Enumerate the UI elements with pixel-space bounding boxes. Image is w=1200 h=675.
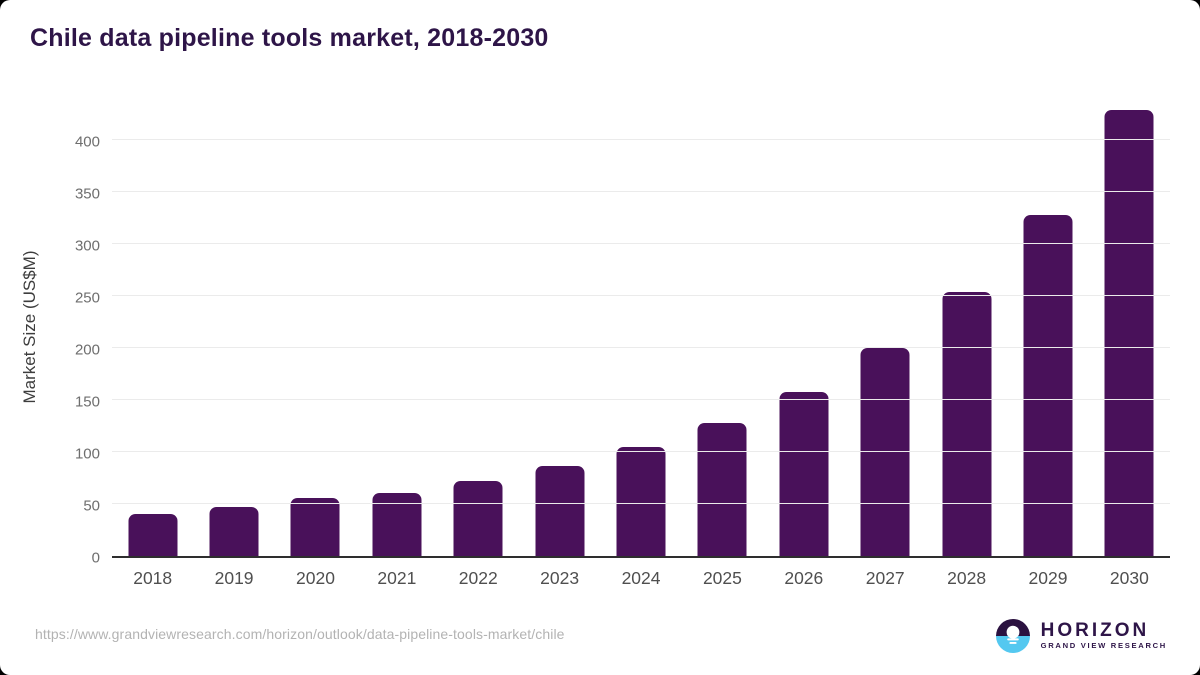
y-tick-label-400: 400 [74,133,100,151]
y-tick-label-350: 350 [74,185,100,203]
y-tick-label-200: 200 [74,341,100,359]
y-tick-label-250: 250 [74,289,100,307]
bar-2029 [1023,214,1073,556]
x-axis-label-2022: 2022 [458,568,498,588]
bar-2030 [1104,109,1154,556]
logo-sub-brand: GRAND VIEW RESEARCH [1040,641,1167,650]
bar-2022 [453,481,503,556]
y-axis-tick-labels: 0 50 100 150 200 250 300 350 400 [0,96,100,567]
bar-2028 [942,291,992,556]
logo-brand: HORIZON [1040,620,1150,641]
x-axis-label-2030: 2030 [1109,568,1149,588]
bar-column-2019 [193,96,274,556]
bar-column-2028 [926,96,1007,556]
bar-column-2027 [845,96,926,556]
gridline-350 [112,191,1170,192]
gridline-50 [112,503,1170,504]
bar-column-2023 [519,96,600,556]
x-axis-labels: 2018 2019 2020 2021 2022 2023 2024 2025 2026 2027… [112,568,1170,589]
x-axis-label-2020: 2020 [296,568,335,588]
bar-2018 [128,514,178,556]
gridline-150 [112,399,1170,400]
x-axis-label-2021: 2021 [377,568,417,588]
x-axis-label-2019: 2019 [214,568,254,588]
bars-row [112,96,1170,556]
bar-column-2024 [600,96,681,556]
y-tick-label-100: 100 [74,445,100,463]
bar-chart-plot-area [112,96,1170,558]
x-axis-label-2023: 2023 [540,568,580,588]
bar-2020 [290,497,340,556]
bar-2025 [697,422,747,556]
bar-2027 [860,348,910,556]
bar-2026 [779,391,829,556]
bar-column-2021 [356,96,437,556]
x-axis-label-2024: 2024 [621,568,661,588]
bar-2019 [209,507,259,556]
gridline-250 [112,295,1170,296]
bar-2024 [616,446,666,556]
bar-2023 [535,465,585,556]
gridline-400 [112,139,1170,140]
x-axis-label-2027: 2027 [865,568,905,588]
y-tick-label-300: 300 [74,237,100,255]
bar-column-2025 [682,96,763,556]
chart-title: Chile data pipeline tools market, 2018-2… [30,24,549,52]
bar-column-2026 [763,96,844,556]
gridline-200 [112,347,1170,348]
x-axis-label-2025: 2025 [702,568,742,588]
logo-text: HORIZON GRAND VIEW RESEARCH [1041,621,1167,651]
x-axis-label-2029: 2029 [1028,568,1068,588]
gridline-100 [112,451,1170,452]
x-axis-label-2018: 2018 [133,568,173,588]
bar-column-2022 [438,96,519,556]
horizon-logo: HORIZON GRAND VIEW RESEARCH [994,617,1167,655]
bar-column-2020 [275,96,356,556]
bar-column-2018 [112,96,193,556]
horizon-sunrise-icon [995,619,1030,653]
x-axis-label-2028: 2028 [947,568,987,588]
y-tick-label-0: 0 [91,549,100,567]
source-url: https://www.grandviewresearch.com/horizo… [35,626,565,642]
y-tick-label-50: 50 [83,497,100,515]
x-axis-label-2026: 2026 [784,568,824,588]
y-tick-label-150: 150 [74,393,100,411]
gridline-300 [112,243,1170,244]
bar-column-2029 [1007,96,1088,556]
bar-column-2030 [1089,96,1170,556]
